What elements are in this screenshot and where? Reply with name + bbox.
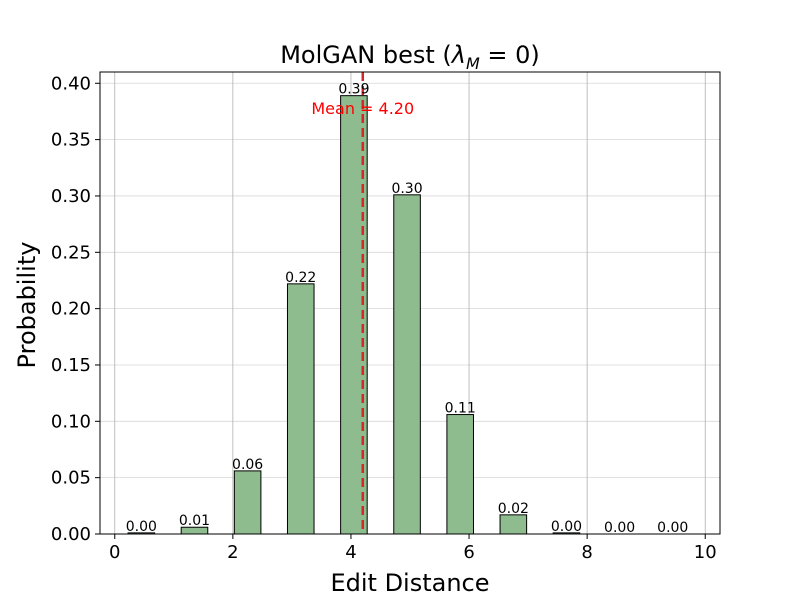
bar-label-1: 0.01 [179, 513, 210, 529]
bar-value-labels: 0.00 0.01 0.06 0.22 0.39 0.30 0.11 0.02 0.00 0.00… [126, 82, 689, 536]
bar-label-6: 0.11 [445, 401, 476, 417]
mean-label: Mean = 4.20 [311, 99, 414, 118]
x-tick-label: 8 [581, 542, 592, 563]
y-tick-label: 0.15 [51, 355, 91, 376]
y-tick-label: 0.05 [51, 468, 91, 489]
plot-frame [99, 71, 721, 535]
axis-ticks: 0 2 4 6 8 10 0.00 0.05 0.10 0.15 0.20 0.25 0.30 0.35 0… [51, 73, 717, 563]
bar-2 [233, 470, 262, 535]
y-tick-label: 0.25 [51, 242, 91, 263]
bar-label-9: 0.00 [604, 520, 635, 536]
bar-5 [393, 194, 421, 535]
bar-label-10: 0.00 [657, 520, 688, 536]
y-axis-label: Probability [13, 242, 41, 369]
x-tick-label: 0 [109, 542, 120, 563]
chart-title: MolGAN best (λM = 0) [280, 41, 540, 73]
title-subscript: M [466, 54, 480, 73]
bar-6 [446, 414, 474, 535]
y-tick-label: 0.10 [51, 411, 91, 432]
bar-label-3: 0.22 [285, 270, 316, 286]
x-tick-label: 2 [227, 542, 238, 563]
x-tick-label: 6 [463, 542, 474, 563]
bar-7 [499, 514, 528, 535]
y-tick-label: 0.30 [51, 186, 91, 207]
bar-label-4: 0.39 [338, 82, 369, 98]
bar-label-7: 0.02 [498, 501, 529, 517]
bar-label-8: 0.00 [551, 519, 582, 535]
bar-label-2: 0.06 [232, 457, 263, 473]
y-tick-label: 0.35 [51, 130, 91, 151]
title-prefix: MolGAN best ( [280, 41, 452, 69]
bar-3 [286, 283, 315, 535]
bars [127, 95, 581, 535]
mean-marker: Mean = 4.20 [311, 72, 414, 534]
x-axis-label: Edit Distance [330, 569, 489, 597]
y-tick-label: 0.20 [51, 299, 91, 320]
x-tick-label: 10 [694, 542, 717, 563]
bar-label-0: 0.00 [126, 519, 157, 535]
x-tick-label: 4 [345, 542, 356, 563]
y-tick-label: 0.40 [51, 73, 91, 94]
bar-label-5: 0.30 [391, 181, 422, 197]
title-suffix: = 0) [480, 41, 540, 69]
y-tick-label: 0.00 [51, 524, 91, 545]
title-lambda: λ [450, 41, 466, 69]
